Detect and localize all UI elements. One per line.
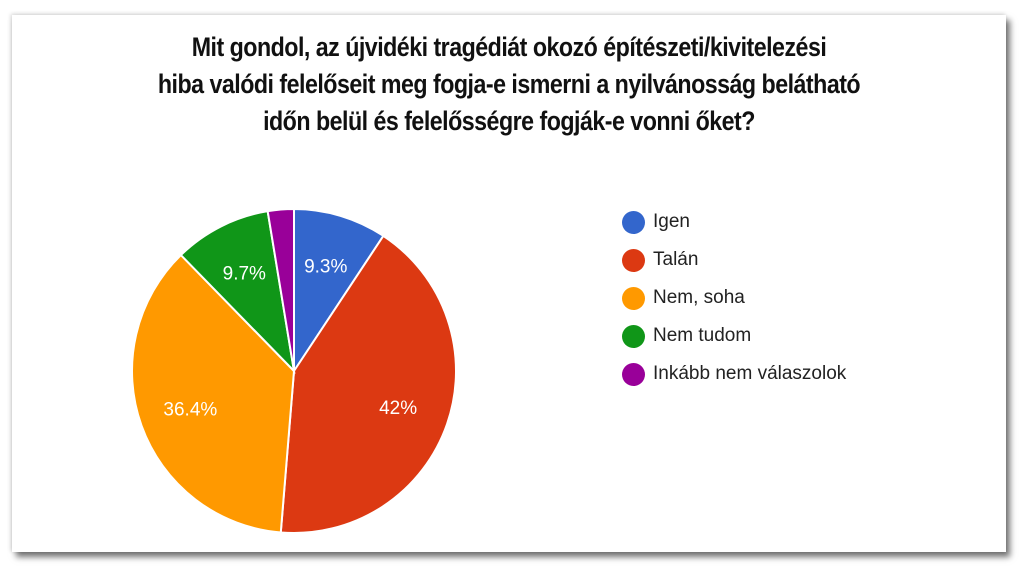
legend-dot-icon xyxy=(622,324,645,348)
legend-label: Inkább nem válaszolok xyxy=(653,363,847,384)
chart-title-line-1: Mit gondol, az újvidéki tragédiát okozó … xyxy=(191,32,827,62)
legend-label: Nem tudom xyxy=(653,325,752,346)
pie-slice-nem-tudom[interactable] xyxy=(179,210,296,374)
legend-item-igen[interactable]: Igen xyxy=(622,203,846,241)
legend-dot-icon xyxy=(622,210,645,234)
legend-label: Igen xyxy=(653,211,690,232)
pie-slice-nem-soha[interactable] xyxy=(131,253,296,534)
legend-item-talan[interactable]: Talán xyxy=(622,241,846,279)
pie-slice-ink-bb-nem-v-laszolok[interactable] xyxy=(266,207,295,372)
pie-slice-tal-n[interactable] xyxy=(279,234,457,534)
slice-value-label: 42% xyxy=(379,398,417,419)
legend: Igen Talán Nem, soha Nem tudom Inkább ne… xyxy=(622,203,846,393)
legend-item-nem-tudom[interactable]: Nem tudom xyxy=(622,317,846,355)
legend-dot-icon xyxy=(622,362,645,386)
legend-dot-icon xyxy=(622,248,645,272)
slice-value-label: 36.4% xyxy=(163,399,217,420)
pie-slice-igen[interactable] xyxy=(293,207,385,375)
pie-chart: 9.3% 42% 36.4% 9.7% xyxy=(131,207,457,534)
chart-title: Mit gondol, az újvidéki tragédiát okozó … xyxy=(82,29,937,140)
slice-value-label: 9.7% xyxy=(223,264,266,285)
legend-item-nem-soha[interactable]: Nem, soha xyxy=(622,279,846,317)
chart-card: Mit gondol, az újvidéki tragédiát okozó … xyxy=(12,15,1006,552)
chart-title-line-2: hiba valódi felelőseit meg fogja-e ismer… xyxy=(157,69,861,99)
legend-dot-icon xyxy=(622,286,645,310)
legend-label: Nem, soha xyxy=(653,287,745,308)
legend-label: Talán xyxy=(653,249,699,270)
legend-item-inkabb-nem-valaszolok[interactable]: Inkább nem válaszolok xyxy=(622,355,846,393)
slice-value-label: 9.3% xyxy=(304,257,347,278)
chart-title-line-3: időn belül és felelősségre fogják-e vonn… xyxy=(263,106,755,136)
